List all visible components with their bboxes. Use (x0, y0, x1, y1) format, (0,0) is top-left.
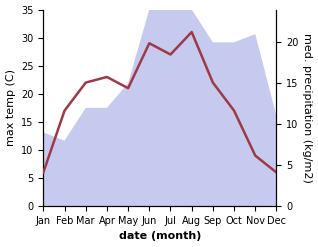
Y-axis label: med. precipitation (kg/m2): med. precipitation (kg/m2) (302, 33, 313, 183)
Y-axis label: max temp (C): max temp (C) (5, 69, 16, 146)
X-axis label: date (month): date (month) (119, 231, 201, 242)
